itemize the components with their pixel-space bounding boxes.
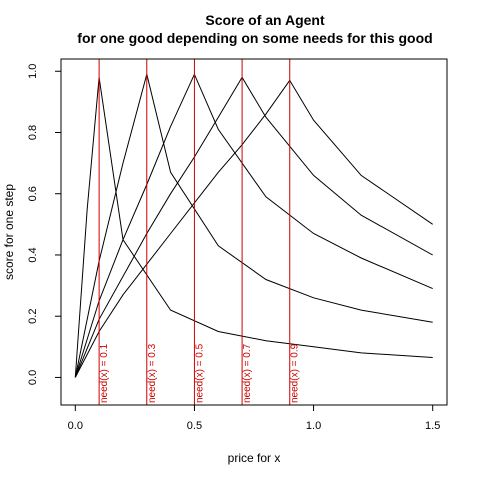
y-axis: 0.0 0.2 0.4 0.6 0.8 1.0 (27, 64, 62, 385)
y-axis-label: score for one step (2, 184, 16, 280)
y-tick-label: 0.6 (27, 186, 39, 201)
plot-frame (60, 58, 448, 406)
x-axis-label: price for x (228, 451, 281, 465)
need-marker-label: need(x) = 0.5 (194, 343, 205, 403)
y-tick-label: 0.2 (27, 309, 39, 324)
series-line (74, 76, 433, 378)
need-marker-label: need(x) = 0.1 (99, 343, 110, 403)
series-line (74, 73, 433, 378)
y-tick-label: 0.0 (27, 370, 39, 385)
series-group (74, 73, 433, 378)
need-marker-label: need(x) = 0.9 (290, 343, 301, 403)
x-tick-label: 0.5 (187, 420, 202, 432)
y-tick-label: 0.8 (27, 125, 39, 140)
x-tick-label: 0.0 (68, 420, 83, 432)
x-axis: 0.0 0.5 1.0 1.5 (68, 404, 440, 432)
series-line (74, 77, 433, 378)
x-tick-label: 1.0 (306, 420, 321, 432)
y-tick-label: 0.4 (27, 247, 39, 262)
chart-title: Score of an Agent (205, 12, 325, 28)
series-line (74, 79, 433, 378)
need-marker-group: need(x) = 0.1 need(x) = 0.3 need(x) = 0.5 n… (98, 59, 301, 405)
y-tick-label: 1.0 (27, 64, 39, 79)
x-tick-label: 1.5 (425, 420, 440, 432)
chart-subtitle: for one good depending on some needs for… (77, 30, 432, 46)
need-marker-label: need(x) = 0.7 (242, 343, 253, 403)
need-marker-label: need(x) = 0.3 (147, 343, 158, 403)
